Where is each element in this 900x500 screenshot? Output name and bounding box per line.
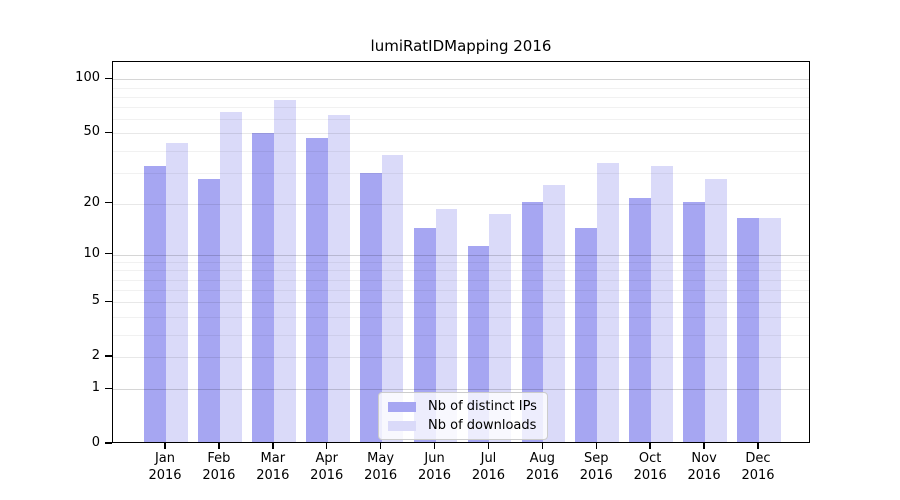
gridline-100 xyxy=(113,79,809,81)
y-tick-mark-50 xyxy=(105,131,112,134)
gridline-80 xyxy=(113,96,809,98)
bar-downloads-jul xyxy=(489,213,512,442)
x-tick-mark-feb xyxy=(218,443,220,449)
y-tick-label-100: 100 xyxy=(75,70,100,86)
y-tick-label-50: 50 xyxy=(83,124,100,140)
bar-distinct-ips-may xyxy=(359,173,382,442)
chart-title: lumiRatIDMapping 2016 xyxy=(370,37,552,55)
bar-downloads-oct xyxy=(651,165,673,442)
y-tick-mark-2 xyxy=(105,355,112,357)
x-tick-label-jan: Jan 2016 xyxy=(148,451,182,483)
y-tick-label-1: 1 xyxy=(91,380,100,396)
x-tick-label-apr: Apr 2016 xyxy=(310,451,344,483)
bar-downloads-feb xyxy=(219,112,242,442)
gridline-20 xyxy=(113,203,809,205)
bar-downloads-jan xyxy=(166,143,188,442)
gridline-60 xyxy=(113,119,809,121)
gridline-4 xyxy=(113,316,809,318)
x-tick-label-aug: Aug 2016 xyxy=(525,451,559,483)
gridline-3 xyxy=(113,334,809,336)
gridline-90 xyxy=(113,87,809,89)
bar-downloads-may xyxy=(381,154,404,442)
bar-downloads-dec xyxy=(759,218,781,442)
bar-downloads-mar xyxy=(273,99,296,442)
x-tick-label-nov: Nov 2016 xyxy=(687,451,721,483)
gridline-40 xyxy=(113,150,809,152)
x-tick-label-may: May 2016 xyxy=(364,451,398,483)
x-tick-mark-dec xyxy=(757,443,759,449)
x-tick-label-jun: Jun 2016 xyxy=(417,451,452,483)
bar-downloads-nov xyxy=(705,178,727,442)
y-tick-label-5: 5 xyxy=(91,293,100,309)
x-tick-label-mar: Mar 2016 xyxy=(256,451,290,483)
bar-distinct-ips-jun xyxy=(413,228,436,442)
y-tick-mark-1 xyxy=(105,387,112,389)
bar-distinct-ips-jan xyxy=(144,165,166,442)
bar-downloads-sep xyxy=(597,163,620,442)
x-tick-mark-nov xyxy=(703,443,705,449)
x-tick-label-dec: Dec 2016 xyxy=(741,451,775,483)
y-tick-mark-20 xyxy=(105,201,112,204)
plot-area: Nb of distinct IPs Nb of downloads xyxy=(112,61,810,443)
x-tick-mark-oct xyxy=(649,443,651,449)
bar-distinct-ips-apr xyxy=(305,137,328,442)
legend-label-downloads: Nb of downloads xyxy=(428,418,537,433)
x-tick-label-jul: Jul 2016 xyxy=(471,451,505,483)
gridline-70 xyxy=(113,107,809,109)
y-tick-label-10: 10 xyxy=(83,245,100,261)
gridline-7 xyxy=(113,279,809,281)
y-tick-mark-100 xyxy=(105,77,112,80)
x-tick-label-sep: Sep 2016 xyxy=(579,451,613,483)
gridline-30 xyxy=(113,172,809,174)
gridline-6 xyxy=(113,290,809,292)
x-tick-label-oct: Oct 2016 xyxy=(633,451,667,483)
legend-label-distinct-ips: Nb of distinct IPs xyxy=(428,399,537,414)
bar-distinct-ips-nov xyxy=(683,201,706,442)
bar-distinct-ips-sep xyxy=(575,228,598,442)
x-tick-mark-may xyxy=(379,443,382,449)
legend: Nb of distinct IPs Nb of downloads xyxy=(378,392,548,440)
bar-downloads-aug xyxy=(543,184,566,442)
x-tick-mark-jan xyxy=(164,443,166,449)
gridline-2 xyxy=(113,357,809,359)
y-tick-mark-10 xyxy=(105,252,112,255)
x-tick-mark-mar xyxy=(272,443,274,449)
bar-distinct-ips-mar xyxy=(252,133,274,442)
gridline-8 xyxy=(113,270,809,272)
gridline-10 xyxy=(113,254,809,256)
x-tick-mark-jun xyxy=(433,443,436,449)
legend-swatch-downloads xyxy=(388,420,416,431)
x-tick-mark-sep xyxy=(595,443,598,449)
bar-distinct-ips-aug xyxy=(521,201,544,442)
bar-distinct-ips-oct xyxy=(629,197,652,442)
gridline-50 xyxy=(113,133,809,135)
gridline-1 xyxy=(113,389,809,391)
legend-entry-distinct-ips: Nb of distinct IPs xyxy=(388,399,537,414)
x-tick-mark-apr xyxy=(325,443,328,449)
y-tick-label-0: 0 xyxy=(91,435,100,450)
y-tick-mark-0 xyxy=(105,442,112,444)
y-tick-label-2: 2 xyxy=(91,348,100,364)
bar-distinct-ips-feb xyxy=(198,178,220,442)
gridline-9 xyxy=(113,262,809,264)
bar-distinct-ips-dec xyxy=(737,218,759,442)
x-tick-mark-aug xyxy=(541,443,544,449)
y-tick-mark-5 xyxy=(105,300,112,303)
legend-entry-downloads: Nb of downloads xyxy=(388,418,537,433)
x-tick-label-feb: Feb 2016 xyxy=(202,451,236,483)
x-tick-mark-jul xyxy=(487,443,490,449)
legend-swatch-distinct-ips xyxy=(388,401,416,412)
bar-downloads-apr xyxy=(327,114,350,442)
gridline-5 xyxy=(113,302,809,304)
y-tick-label-20: 20 xyxy=(83,194,100,210)
bar-downloads-jun xyxy=(435,209,458,442)
